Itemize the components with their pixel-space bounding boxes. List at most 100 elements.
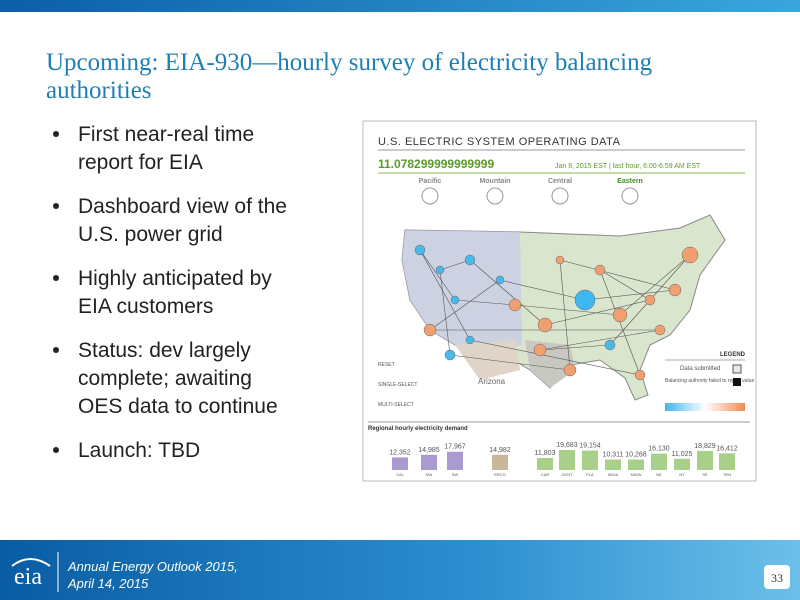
demand-category: SW <box>452 472 459 477</box>
map-west <box>402 230 522 352</box>
demand-title: Regional hourly electricity demand <box>368 426 468 432</box>
map-node <box>450 295 460 305</box>
zone-clock <box>486 187 504 205</box>
map-link <box>559 259 571 371</box>
demand-bar <box>582 450 598 470</box>
map-node <box>508 298 522 312</box>
bullet-text: EIA customers <box>78 295 213 318</box>
map-link <box>449 354 571 371</box>
footer-band <box>0 540 800 600</box>
map-link <box>419 249 456 301</box>
map-link <box>429 279 501 331</box>
demand-category: ERCO <box>494 472 506 477</box>
map-link <box>469 339 641 376</box>
map-link <box>499 279 586 301</box>
demand-category: NY <box>679 472 685 477</box>
demand-bar <box>492 454 508 470</box>
map-link <box>584 289 676 301</box>
map-node <box>495 275 505 285</box>
bullet-dot <box>53 203 59 209</box>
demand-category: NW <box>426 472 433 477</box>
title: Upcoming: EIA-930—hourly survey of elect… <box>46 49 653 104</box>
map-node <box>654 324 666 336</box>
map-arizona <box>455 340 520 380</box>
demand-label: 11,803 <box>535 450 556 457</box>
demand-bar <box>421 454 437 470</box>
demand-label: 10,311 <box>603 452 624 459</box>
demand-label: 16,412 <box>716 445 738 452</box>
bullet-text: U.S. power grid <box>78 223 223 246</box>
legend-item: Data submitted <box>680 366 720 372</box>
legend-swatch <box>733 378 741 386</box>
map-node <box>537 317 553 333</box>
control: MULTI-SELECT <box>378 402 414 408</box>
demand-label: 11,025 <box>672 451 693 458</box>
demand-category: MIDW <box>630 472 641 477</box>
legend-title: LEGEND <box>720 352 746 358</box>
map-node <box>604 339 616 351</box>
demand-bar <box>605 459 621 470</box>
bullet-text: OES data to continue <box>78 395 278 418</box>
map-node <box>423 323 437 337</box>
top-band <box>0 0 800 12</box>
dash-header: U.S. ELECTRIC SYSTEM OPERATING DATA <box>378 136 621 148</box>
legend-swatch <box>732 364 742 374</box>
map-link <box>514 304 621 316</box>
controls: RESET SINGLE-SELECT MULTI-SELECT <box>378 362 417 408</box>
demand-bar <box>392 457 408 470</box>
map-link <box>539 344 611 351</box>
map-node <box>644 294 656 306</box>
screenshot: U.S. ELECTRIC SYSTEM OPERATING DATA 11.0… <box>362 120 757 482</box>
map-link <box>439 269 451 356</box>
demand-category: CAL <box>396 472 405 477</box>
demand-bar <box>447 451 463 470</box>
map-node <box>533 343 547 357</box>
demand-label: 12,352 <box>389 449 411 456</box>
footer-text: April 14, 2015 <box>67 576 149 591</box>
map-link <box>419 249 471 341</box>
map-link <box>454 299 516 306</box>
dash-date: Jan 8, 2015 EST | last hour, 6:00-6:59 A… <box>555 163 701 170</box>
dash-value: 11.078299999999999 <box>378 157 494 171</box>
demand-category: TEN <box>723 472 731 477</box>
bullet-text: complete; awaiting <box>78 367 252 390</box>
demand-bar <box>537 458 553 470</box>
demand-label: 19,683 <box>556 442 578 449</box>
demand-category: MIDA <box>608 472 618 477</box>
demand-label: 14,982 <box>489 447 511 454</box>
zone-clock <box>551 187 569 205</box>
zone-clock <box>421 187 439 205</box>
map-node <box>464 254 476 266</box>
title-line: Upcoming: EIA-930—hourly survey of elect… <box>46 49 653 76</box>
demand-category: CENT <box>562 472 573 477</box>
map-node <box>634 369 646 381</box>
demand-bar <box>674 458 690 470</box>
zone-label: Pacific <box>419 178 442 185</box>
bullet-text: report for EIA <box>78 151 203 174</box>
demand-label: 16,130 <box>648 446 670 453</box>
map-nodes <box>414 244 699 381</box>
bullet-dot <box>53 447 59 453</box>
map-node <box>465 335 475 345</box>
demand-bar <box>651 453 667 470</box>
demand-category: FLA <box>586 472 594 477</box>
demand-bar <box>719 453 735 470</box>
map-link <box>439 259 471 271</box>
map-node <box>444 349 456 361</box>
logo-arc <box>11 558 51 567</box>
zone-label: Eastern <box>617 178 643 185</box>
footer-text: Annual Energy Outlook 2015, <box>67 559 238 574</box>
bullet-dot <box>53 347 59 353</box>
map-node <box>555 255 565 265</box>
bullet-list: First near-real time report for EIA Dashbo… <box>53 123 287 462</box>
zone-label: Mountain <box>479 178 510 185</box>
title-line: authorities <box>46 77 152 104</box>
demand-label: 14,985 <box>418 447 440 454</box>
zone-clock <box>621 187 639 205</box>
control: RESET <box>378 362 395 368</box>
page-number: 33 <box>771 571 783 585</box>
map-link <box>599 269 641 376</box>
demand-category: SE <box>702 472 708 477</box>
map-node <box>668 283 682 297</box>
